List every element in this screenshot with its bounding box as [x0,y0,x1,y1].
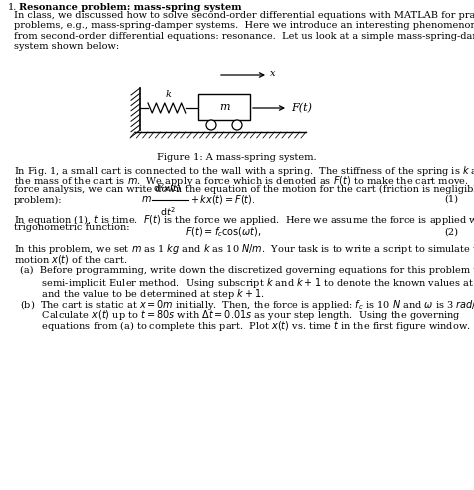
Text: problems, e.g., mass-spring-damper systems.  Here we introduce an interesting ph: problems, e.g., mass-spring-damper syste… [14,22,474,30]
Text: $m\,$: $m\,$ [141,194,152,204]
Text: In equation (1), $t$ is time.  $F(t)$ is the force we applied.  Here we assume t: In equation (1), $t$ is time. $F(t)$ is … [14,213,474,227]
Text: F(t): F(t) [291,103,312,113]
Text: $F(t) = f_c\cos(\omega t),$: $F(t) = f_c\cos(\omega t),$ [185,225,262,239]
Text: force analysis, we can write down the equation of the motion for the cart (frict: force analysis, we can write down the eq… [14,185,474,194]
Text: $\mathrm{d}^2x(t)$: $\mathrm{d}^2x(t)$ [153,181,182,195]
Text: k: k [166,90,172,99]
Text: m: m [219,102,229,112]
Text: 1.: 1. [8,3,18,12]
Text: and the value to be determined at step $k+1$.: and the value to be determined at step $… [20,287,265,301]
Text: trigonometric function:: trigonometric function: [14,223,129,232]
Text: $\mathrm{d}t^2$: $\mathrm{d}t^2$ [160,205,176,218]
Text: (a)  Before programming, write down the discretized governing equations for this: (a) Before programming, write down the d… [20,266,474,275]
Text: problem):: problem): [14,196,63,205]
Text: (b)  The cart is static at $x = 0m$ initially.  Then, the force is applied: $f_c: (b) The cart is static at $x = 0m$ initi… [20,298,474,312]
Text: Figure 1: A mass-spring system.: Figure 1: A mass-spring system. [157,153,317,162]
Bar [198,94,250,120]
Text: motion $x(t)$ of the cart.: motion $x(t)$ of the cart. [14,252,128,266]
Circle shape [232,120,242,130]
Circle shape [206,120,216,130]
Text: $+\, kx(t) = F(t).$: $+\, kx(t) = F(t).$ [190,193,255,205]
Text: equations from (a) to complete this part.  Plot $x(t)$ vs. time $t$ in the first: equations from (a) to complete this part… [20,319,471,333]
Text: In class, we discussed how to solve second-order differential equations with MAT: In class, we discussed how to solve seco… [14,11,474,20]
Text: (1): (1) [444,195,458,203]
Text: system shown below:: system shown below: [14,43,119,51]
Text: Calculate $x(t)$ up to $t = 80s$ with $\Delta t = 0.01s$ as your step length.  U: Calculate $x(t)$ up to $t = 80s$ with $\… [20,309,461,322]
Text: the mass of the cart is $m$.  We apply a force which is denoted as $F(t)$ to mak: the mass of the cart is $m$. We apply a … [14,174,474,189]
Text: Resonance problem: mass-spring system: Resonance problem: mass-spring system [19,3,242,12]
Text: (2): (2) [444,227,458,237]
Text: from second-order differential equations: resonance.  Let us look at a simple ma: from second-order differential equations… [14,32,474,41]
Text: In Fig. 1, a small cart is connected to the wall with a spring.  The stiffness o: In Fig. 1, a small cart is connected to … [14,164,474,178]
Text: In this problem, we set $m$ as 1 $kg$ and $k$ as 10 $N/m$.  Your task is to writ: In this problem, we set $m$ as 1 $kg$ an… [14,242,474,256]
Text: x: x [270,70,275,78]
Text: semi-implicit Euler method.  Using subscript $k$ and $k+1$ to denote the known v: semi-implicit Euler method. Using subscr… [20,276,474,291]
